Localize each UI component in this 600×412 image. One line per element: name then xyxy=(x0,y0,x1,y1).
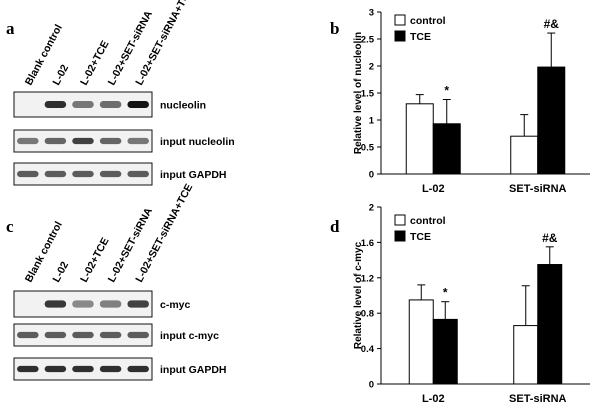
y-tick-label: 0.5 xyxy=(361,143,375,154)
legend-swatch xyxy=(394,230,406,242)
y-tick-label: 1 xyxy=(369,116,375,127)
blot-band xyxy=(17,365,39,373)
bar xyxy=(405,103,434,175)
blot-band xyxy=(72,365,94,373)
legend-swatch xyxy=(394,14,406,26)
blot-band xyxy=(72,137,94,145)
blot-band xyxy=(72,170,94,178)
x-category-label: SET-siRNA xyxy=(509,183,567,195)
lane-label: L-02 xyxy=(50,260,71,285)
bar xyxy=(432,123,461,175)
y-tick-label: 1.5 xyxy=(361,89,375,100)
bar xyxy=(408,299,434,385)
blot-band xyxy=(72,331,94,339)
blot-band xyxy=(17,137,39,145)
x-category-label: SET-siRNA xyxy=(509,393,567,405)
y-tick-label: 0.4 xyxy=(361,344,375,355)
y-axis-label: Relative level of c-myc xyxy=(353,241,364,349)
legend-label: TCE xyxy=(410,31,431,43)
bar-chart-nucleolin: 0 0.5 1 1.5 2 2.5 3 Relative level of nucleolin… xyxy=(353,8,590,195)
y-tick-label: 2 xyxy=(369,203,374,214)
blot-band xyxy=(127,300,149,308)
blot-label: input GAPDH xyxy=(160,169,227,181)
blot-band xyxy=(17,170,39,178)
legend-swatch xyxy=(394,214,406,226)
blot-band xyxy=(127,137,149,145)
legend-label: control xyxy=(410,215,446,227)
blot-band xyxy=(72,300,94,308)
y-tick-label: 3 xyxy=(369,8,374,19)
panel-label-d: d xyxy=(330,217,340,236)
panel-label-a: a xyxy=(6,19,15,38)
blot-band xyxy=(44,170,67,178)
panel-label-b: b xyxy=(330,19,339,38)
blot-label: input nucleolin xyxy=(160,136,235,148)
significance-mark: #& xyxy=(542,231,558,245)
blot-band xyxy=(17,331,39,339)
blot-band xyxy=(99,331,122,339)
blot-label: input GAPDH xyxy=(160,364,227,376)
bar-chart-c-myc: 0 0.4 0.8 1.2 1.6 2 Relative level of c-myc L-0… xyxy=(353,203,590,405)
blot-band xyxy=(99,101,122,108)
blot-band xyxy=(127,101,149,108)
significance-mark: #& xyxy=(544,17,560,31)
significance-mark: * xyxy=(443,286,448,300)
blot-band xyxy=(99,365,122,373)
y-tick-label: 1.2 xyxy=(361,273,374,284)
blot-band xyxy=(127,365,149,373)
y-axis-label: Relative level of nucleolin xyxy=(353,32,364,154)
blot-band xyxy=(72,101,94,108)
blot-band xyxy=(127,331,149,339)
bar xyxy=(432,318,458,385)
bar xyxy=(513,325,539,385)
blot-label: input c-myc xyxy=(160,330,219,342)
y-tick-label: 2 xyxy=(369,62,374,73)
y-tick-label: 0 xyxy=(369,380,374,391)
blot-band xyxy=(127,170,149,178)
y-tick-label: 0 xyxy=(369,170,374,181)
x-category-label: L-02 xyxy=(422,183,445,195)
y-tick-label: 1.6 xyxy=(361,238,374,249)
blot-band xyxy=(44,331,67,339)
blot-band xyxy=(99,170,122,178)
y-tick-label: 2.5 xyxy=(361,35,375,46)
y-tick-label: 0.8 xyxy=(361,309,374,320)
blot-band xyxy=(44,365,67,373)
bar xyxy=(510,135,539,175)
panel-label-c: c xyxy=(6,217,14,236)
bar xyxy=(537,66,566,175)
blot-band xyxy=(44,137,67,145)
blot-label: c-myc xyxy=(160,299,191,311)
blot-band xyxy=(44,300,67,308)
x-category-label: L-02 xyxy=(422,393,445,405)
blot-band xyxy=(99,137,122,145)
significance-mark: * xyxy=(444,83,449,97)
legend-label: control xyxy=(410,15,446,27)
legend-label: TCE xyxy=(410,231,431,243)
blot-label: nucleolin xyxy=(160,100,206,112)
bar xyxy=(537,264,563,385)
lane-label: L-02 xyxy=(50,63,71,88)
legend-swatch xyxy=(394,30,406,42)
blot-band xyxy=(44,101,67,108)
blot-band xyxy=(99,300,122,308)
